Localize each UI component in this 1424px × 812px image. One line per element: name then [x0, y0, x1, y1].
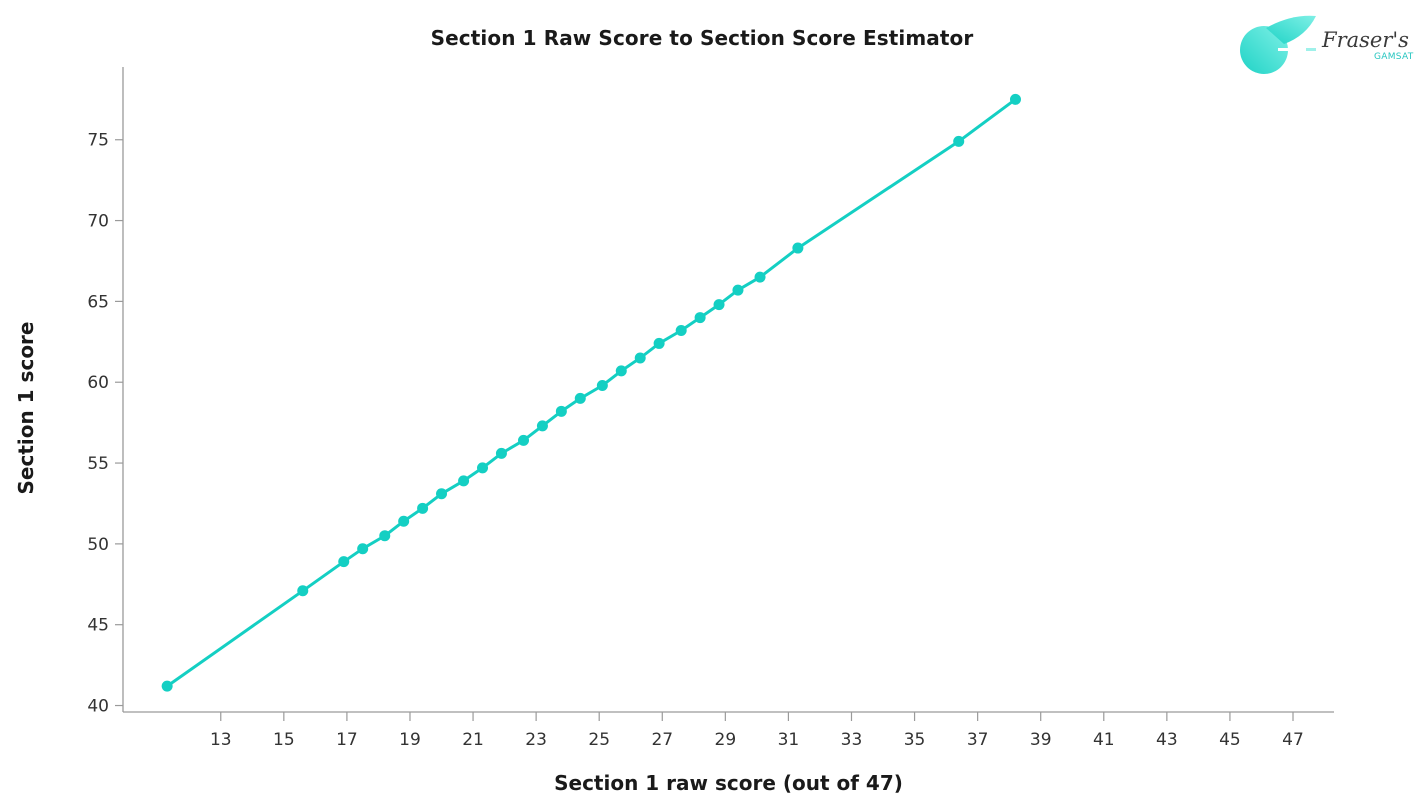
series-line	[166, 98, 1017, 688]
data-point[interactable]	[574, 392, 586, 404]
x-tick-label: 35	[904, 730, 926, 750]
chart-title: Section 1 Raw Score to Section Score Est…	[430, 26, 974, 50]
y-tick-label: 60	[87, 373, 109, 393]
logo-sub-text: GAMSAT	[1374, 52, 1414, 62]
y-tick-label: 40	[87, 697, 109, 717]
data-point[interactable]	[953, 135, 965, 147]
data-point[interactable]	[436, 488, 448, 500]
y-tick-label: 50	[87, 535, 109, 555]
data-point[interactable]	[417, 502, 429, 514]
data-point[interactable]	[495, 447, 507, 459]
x-tick-label: 33	[841, 730, 863, 750]
x-tick-label: 39	[1030, 730, 1052, 750]
logo-brand-text: Fraser's	[1322, 28, 1409, 52]
x-tick-label: 23	[525, 730, 547, 750]
x-tick-label: 13	[210, 730, 232, 750]
data-point[interactable]	[477, 462, 489, 474]
y-axis-label: Section 1 score	[14, 321, 38, 495]
data-point[interactable]	[379, 530, 391, 542]
axes: 40 45 50 55 60 65 70 75 13 15 17 19 21 23 25 27 29 31 33 35…	[87, 67, 1334, 750]
x-tick-label: 25	[588, 730, 610, 750]
data-point[interactable]	[518, 434, 530, 446]
x-tick-label: 41	[1093, 730, 1115, 750]
data-point[interactable]	[357, 543, 369, 555]
x-axis-label: Section 1 raw score (out of 47)	[554, 771, 903, 795]
data-point[interactable]	[792, 242, 804, 254]
data-point[interactable]	[615, 365, 627, 377]
data-point[interactable]	[458, 475, 470, 487]
data-point[interactable]	[161, 680, 173, 692]
x-tick-label: 47	[1282, 730, 1304, 750]
y-tick-label: 55	[87, 454, 109, 474]
data-point[interactable]	[694, 312, 706, 324]
data-point[interactable]	[754, 271, 766, 283]
y-tick-label: 70	[87, 212, 109, 232]
x-tick-label: 43	[1156, 730, 1178, 750]
data-point[interactable]	[596, 379, 608, 391]
y-tick-label: 75	[87, 131, 109, 151]
data-point[interactable]	[713, 299, 725, 311]
x-tick-label: 21	[462, 730, 484, 750]
x-tick-label: 37	[967, 730, 989, 750]
data-point[interactable]	[398, 515, 410, 527]
fraser-gamsat-logo-icon	[1240, 15, 1316, 74]
data-point[interactable]	[297, 585, 309, 597]
x-tick-label: 15	[273, 730, 295, 750]
x-tick-label: 27	[651, 730, 673, 750]
y-tick-label: 45	[87, 616, 109, 636]
x-tick-label: 29	[715, 730, 737, 750]
data-point[interactable]	[732, 284, 744, 296]
x-tick-label: 19	[399, 730, 421, 750]
x-tick-label: 17	[336, 730, 358, 750]
data-series	[161, 93, 1021, 692]
x-tick-label: 45	[1219, 730, 1241, 750]
data-point[interactable]	[338, 556, 350, 568]
data-point[interactable]	[675, 324, 687, 336]
y-tick-label: 65	[87, 292, 109, 312]
data-point[interactable]	[1009, 93, 1021, 105]
x-tick-label: 31	[778, 730, 800, 750]
data-point[interactable]	[536, 420, 548, 432]
data-point[interactable]	[653, 337, 665, 349]
data-point[interactable]	[555, 405, 567, 417]
data-point[interactable]	[634, 352, 646, 364]
